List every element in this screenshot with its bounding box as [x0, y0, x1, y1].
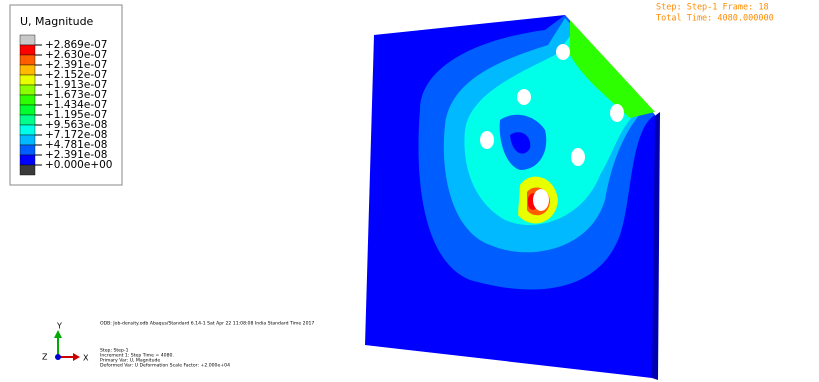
legend-swatch	[20, 65, 35, 75]
legend-swatch	[20, 105, 35, 115]
legend-swatch	[20, 45, 35, 55]
legend-title: U, Magnitude	[20, 15, 94, 28]
odb-info: ODB: Job-density.odb Abaqus/Standard 6.1…	[100, 321, 314, 327]
legend-labels: +2.869e-07+2.630e-07+2.391e-07+2.152e-07…	[35, 39, 112, 171]
legend-swatch	[20, 95, 35, 105]
legend-swatch	[20, 125, 35, 135]
model	[365, 15, 660, 380]
deformed-var: Deformed Var: U Deformation Scale Factor…	[100, 363, 230, 369]
legend-label: +0.000e+00	[45, 159, 112, 171]
legend-swatch	[20, 75, 35, 85]
legend-swatch	[20, 135, 35, 145]
legend-swatch	[20, 165, 35, 175]
legend-swatch	[20, 155, 35, 165]
viewport: U, Magnitude +2.869e-07+2.630e-07+2.391e…	[0, 0, 819, 382]
legend-swatch	[20, 85, 35, 95]
legend-swatch	[20, 55, 35, 65]
total-time: Total Time: 4080.000000	[656, 14, 774, 24]
legend-swatches	[20, 35, 35, 175]
triad-x: X	[83, 354, 89, 363]
legend-swatch	[20, 145, 35, 155]
legend-swatch	[20, 35, 35, 45]
step-frame: Step: Step-1 Frame: 18	[656, 3, 769, 13]
triad-z: Z	[42, 353, 48, 362]
axis-triad: Y Z X	[42, 322, 89, 363]
triad-y: Y	[56, 322, 62, 331]
viewport-canvas: U, Magnitude +2.869e-07+2.630e-07+2.391e…	[0, 0, 819, 382]
legend-swatch	[20, 115, 35, 125]
